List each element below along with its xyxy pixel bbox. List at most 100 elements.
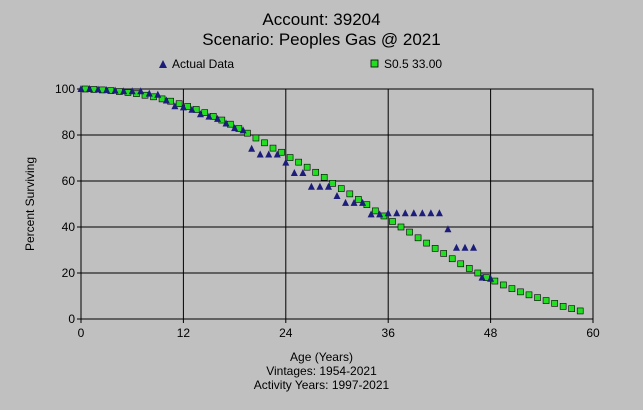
model-point (329, 180, 337, 187)
x-axis-label: Age (Years) (290, 350, 353, 364)
actual-point (393, 209, 401, 217)
model-point (389, 218, 396, 225)
actual-point (324, 182, 332, 190)
model-point (252, 134, 260, 142)
actual-point (316, 182, 324, 190)
model-point (295, 158, 302, 166)
legend-actual-marker (159, 60, 167, 68)
model-point (431, 245, 439, 252)
model-point (269, 144, 277, 152)
model-point (559, 303, 567, 310)
x-tick-label: 24 (279, 326, 293, 340)
actual-point (342, 198, 350, 206)
model-point (175, 100, 183, 108)
actual-point (401, 209, 409, 217)
x-tick-label: 60 (586, 326, 600, 340)
model-point (201, 109, 209, 116)
actual-point (333, 191, 341, 199)
plot-area-border (80, 88, 594, 320)
model-point (525, 291, 533, 299)
footer-activity-years: Activity Years: 1997-2021 (253, 378, 390, 392)
model-point (448, 255, 456, 263)
actual-point (231, 124, 239, 132)
actual-point (470, 243, 478, 251)
legend-model-marker (370, 59, 379, 68)
x-tick-label: 36 (382, 326, 396, 340)
model-point (576, 307, 584, 315)
actual-point (162, 96, 170, 104)
actual-point (418, 209, 426, 217)
x-tick-label: 48 (484, 326, 498, 340)
legend-actual-label: Actual Data (172, 57, 235, 71)
actual-point (154, 90, 162, 98)
x-tick-label: 12 (177, 326, 191, 340)
actual-point (111, 86, 119, 94)
actual-point (239, 126, 247, 134)
actual-point (248, 144, 256, 152)
y-tick-label: 20 (62, 266, 76, 280)
model-point (320, 174, 328, 181)
actual-point (299, 168, 307, 176)
actual-point (94, 85, 102, 93)
actual-point (265, 150, 273, 158)
actual-point (171, 102, 179, 110)
actual-point (384, 209, 392, 217)
model-point (286, 154, 294, 161)
y-tick-label: 100 (55, 82, 75, 96)
actual-point (367, 210, 375, 218)
actual-point (128, 87, 136, 95)
actual-point (452, 243, 460, 251)
y-tick-label: 60 (62, 174, 76, 188)
model-point (440, 250, 447, 257)
model-point (500, 281, 507, 289)
actual-point (86, 85, 94, 92)
model-point (346, 190, 354, 198)
actual-point (196, 110, 204, 118)
model-point (534, 294, 541, 301)
actual-point (461, 243, 469, 251)
actual-point (487, 274, 495, 282)
y-axis-label: Percent Surviving (23, 157, 37, 251)
y-tick-label: 0 (68, 312, 75, 326)
model-point (158, 95, 166, 103)
chart-title-block: Account: 39204 Scenario: Peoples Gas @ 2… (0, 10, 643, 50)
actual-point (350, 198, 358, 206)
actual-point (188, 105, 196, 113)
actual-point (214, 114, 222, 122)
chart-title-account: Account: 39204 (262, 10, 381, 29)
actual-point (77, 85, 85, 92)
actual-point (103, 86, 111, 94)
x-tick-label: 0 (78, 326, 85, 340)
actual-point (478, 273, 486, 281)
model-point (542, 297, 550, 304)
actual-point (145, 89, 153, 97)
actual-point (205, 112, 213, 120)
actual-point (435, 209, 443, 217)
model-point (406, 228, 413, 236)
actual-point (290, 168, 298, 176)
actual-point (427, 209, 435, 217)
footer-vintages: Vintages: 1954-2021 (266, 364, 377, 378)
model-point (517, 288, 524, 296)
model-point (423, 239, 430, 247)
actual-point (282, 158, 290, 166)
model-point (508, 285, 516, 292)
model-point (278, 148, 285, 156)
actual-point (179, 103, 187, 111)
actual-point (359, 198, 367, 206)
model-point (397, 223, 405, 231)
actual-point (137, 87, 145, 95)
model-point (465, 265, 473, 272)
y-tick-label: 80 (62, 128, 76, 142)
actual-point (273, 150, 281, 158)
model-point (568, 305, 575, 312)
chart-title-scenario: Scenario: Peoples Gas @ 2021 (202, 30, 441, 49)
actual-point (444, 225, 452, 233)
model-point (261, 139, 268, 147)
legend-model-label: S0.5 33.00 (384, 57, 443, 71)
model-point (457, 260, 465, 268)
model-point (355, 196, 362, 203)
y-tick-label: 40 (62, 220, 76, 234)
model-point (312, 168, 319, 176)
